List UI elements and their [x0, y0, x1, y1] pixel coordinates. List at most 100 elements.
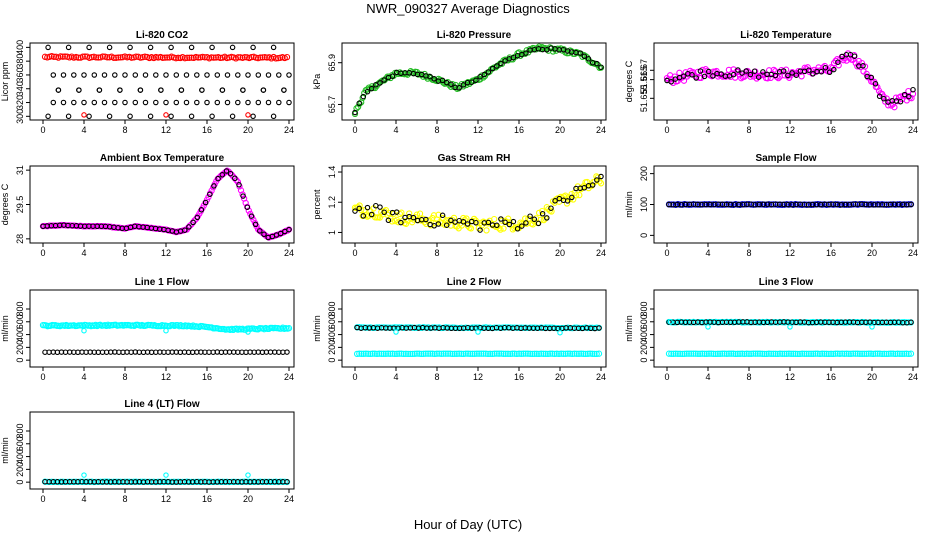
data-point: [807, 350, 815, 357]
data-point: [589, 350, 596, 357]
data-point: [692, 350, 699, 357]
data-point: [416, 350, 423, 357]
data-point: [204, 99, 210, 106]
data-point: [272, 55, 280, 62]
data-point: [81, 72, 87, 78]
x-tick-label: 24: [284, 372, 294, 382]
data-point: [743, 68, 749, 74]
data-point: [520, 350, 527, 357]
data-point: [905, 350, 912, 358]
data-point: [404, 350, 412, 358]
data-point: [887, 350, 895, 357]
y-tick-label: 600: [15, 436, 25, 451]
panel-title: Line 3 Flow: [759, 277, 814, 288]
data-point: [360, 324, 367, 331]
x-tick-label: 8: [122, 372, 127, 382]
data-point: [127, 44, 133, 51]
data-point: [65, 44, 72, 51]
y-axis-label: ml/min: [312, 315, 322, 342]
data-point: [398, 209, 405, 216]
data-point: [423, 216, 429, 223]
data-point: [55, 87, 62, 93]
data-point: [277, 230, 284, 237]
data-point: [524, 350, 532, 357]
panel-frame: [341, 289, 607, 368]
data-point: [101, 99, 108, 106]
data-point: [890, 201, 897, 208]
data-point: [240, 193, 246, 199]
data-point: [416, 210, 424, 217]
data-point: [248, 53, 255, 61]
y-tick-label: 800: [15, 301, 25, 316]
y-axis-label: degrees C: [0, 183, 10, 225]
data-point: [560, 350, 567, 357]
data-point: [153, 72, 159, 78]
data-point: [690, 350, 697, 357]
y-tick-label: 600: [15, 314, 25, 329]
data-point: [209, 113, 215, 120]
data-point: [577, 50, 583, 56]
data-point: [578, 350, 585, 357]
data-point: [839, 350, 846, 357]
data-point: [274, 54, 282, 62]
data-point: [518, 350, 525, 357]
data-point: [676, 350, 684, 357]
x-tick-label: 20: [867, 372, 877, 382]
data-point: [760, 69, 766, 75]
data-point: [467, 225, 475, 232]
data-point: [584, 324, 592, 332]
data-point: [835, 62, 842, 69]
x-tick-label: 0: [352, 372, 357, 382]
data-point: [489, 350, 496, 358]
series-line3_low: [665, 350, 915, 358]
data-point: [178, 87, 185, 93]
data-point: [576, 191, 583, 199]
data-point: [380, 324, 387, 331]
data-point: [498, 350, 505, 357]
data-point: [872, 81, 879, 87]
data-point: [515, 324, 523, 331]
data-point: [876, 319, 884, 326]
data-point: [739, 70, 745, 76]
panel-5: Gas Stream RH percent 0 4 8 12 16 20 24 1 1.2 1.4: [312, 153, 607, 258]
data-point: [721, 350, 728, 357]
data-point: [531, 216, 538, 223]
data-point: [429, 350, 436, 357]
data-point: [787, 350, 795, 357]
panel-title: Gas Stream RH: [438, 153, 511, 164]
y-tick-label: 340: [15, 81, 25, 96]
data-point: [186, 224, 192, 230]
data-point: [418, 350, 425, 358]
data-point: [882, 98, 889, 105]
data-point: [460, 219, 467, 225]
series-line1_low: [42, 349, 290, 356]
data-point: [509, 350, 516, 357]
data-point: [858, 350, 866, 357]
data-point: [245, 472, 251, 478]
data-point: [881, 95, 887, 102]
data-point: [81, 327, 87, 334]
series-line2_low: [353, 350, 603, 358]
data-point: [245, 99, 251, 106]
data-point: [876, 93, 883, 100]
data-point: [464, 350, 472, 357]
data-point: [65, 113, 72, 120]
data-point: [163, 72, 169, 78]
y-tick-label: 400: [15, 40, 25, 55]
x-tick-label: 4: [705, 125, 710, 135]
data-point: [179, 478, 186, 486]
data-point: [872, 350, 879, 357]
data-point: [198, 207, 205, 213]
panel-9: Line 3 Flow ml/min 0 4 8 12 16 20 24 0 20040060080…: [624, 277, 919, 382]
data-point: [202, 199, 209, 206]
data-point: [823, 318, 830, 326]
data-point: [142, 72, 149, 78]
data-point: [705, 350, 713, 357]
x-tick-label: 12: [473, 372, 483, 382]
data-point: [901, 91, 908, 98]
data-point: [155, 478, 162, 485]
data-point: [908, 319, 914, 326]
data-point: [668, 79, 674, 85]
data-point: [819, 201, 826, 208]
panel-frame: [29, 411, 295, 490]
